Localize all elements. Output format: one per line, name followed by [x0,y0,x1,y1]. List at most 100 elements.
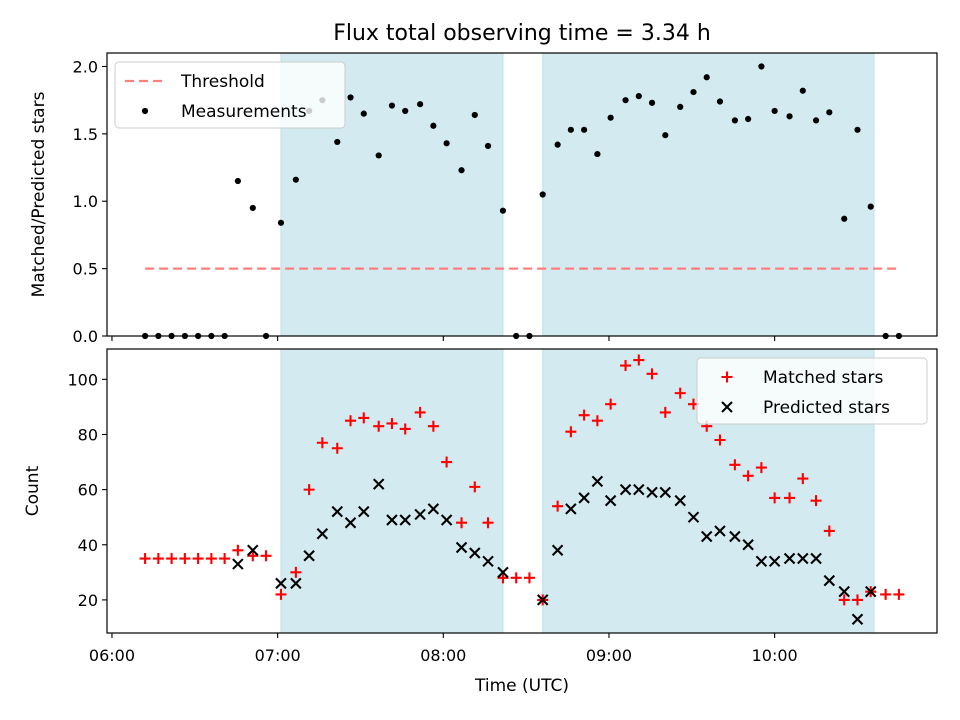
predicted-stars-point [275,577,287,590]
measurement-point [375,152,382,159]
predicted-stars-point [604,494,617,507]
matched-stars-point [358,412,370,424]
x-tick-label: 07:00 [255,646,301,665]
measurement-point [594,150,601,158]
axes-frame [106,52,938,337]
predicted-stars-point [838,585,850,598]
measurement-point [471,111,478,119]
predicted-stars-point [687,511,700,523]
predicted-stars-point [372,478,385,490]
measurement-point [458,167,465,174]
predicted-stars-point [565,503,577,515]
matched-stars-point [316,437,328,449]
y-tick-label: 80 [78,425,98,444]
predicted-stars-point [482,555,494,568]
matched-stars-point [232,544,244,556]
measurement-point [484,142,492,150]
measurement-point [292,176,299,183]
measurement-point [690,88,697,96]
y-tick-label: 0.5 [73,260,98,279]
legend-box [696,357,928,425]
matched-stars-point [605,398,617,410]
matched-stars-point [345,415,357,427]
measurement-point [854,126,861,133]
measurement-point [841,215,848,222]
matched-stars-point [260,550,272,562]
predicted-stars-point [455,541,468,554]
predicted-stars-point [331,505,344,518]
matched-stars-point [552,500,564,512]
measurement-point [786,113,793,120]
predicted-stars-point [536,594,549,606]
observing-window [542,52,875,337]
matched-stars-point [399,423,411,435]
matched-stars-point [510,572,522,584]
measurement-point [635,93,642,100]
measurement-point [277,219,285,226]
measurement-point [745,115,752,123]
matched-stars-point [139,553,151,565]
measurement-point [826,109,833,116]
predicted-stars-point [851,613,864,625]
x-tick-label: 08:00 [420,646,466,665]
matched-stars-point [152,553,164,565]
measurement-point [234,177,241,185]
measurement-point [799,87,806,94]
measurement-point [499,207,507,214]
legend-label: Matched stars [763,368,883,388]
y-tick-label: 1.5 [73,125,98,144]
predicted-stars-point [823,574,836,587]
x-axis-label: Time (UTC) [474,676,569,696]
measurement-point [867,203,874,210]
measurement-point [567,126,574,133]
y-axis-label: Matched/Predicted stars [29,91,49,297]
predicted-stars-point [440,514,453,526]
legend-label: Threshold [180,72,265,92]
measurement-point [443,140,450,147]
measurement-point [334,138,341,146]
matched-stars-point [620,360,632,372]
matched-stars-point [742,470,754,482]
predicted-stars-point [633,483,645,496]
matched-stars-point [219,553,231,565]
matched-stars-point [714,434,726,446]
measurement-point [388,102,396,109]
y-tick-label: 20 [78,591,98,610]
measurement-point [731,117,738,124]
x-tick-label: 06:00 [89,646,135,665]
predicted-stars-point [414,508,426,521]
predicted-stars-point [646,486,658,499]
predicted-stars-point [469,547,481,559]
predicted-stars-point [303,550,315,562]
matched-stars-point [578,409,590,421]
y-tick-label: 100 [67,370,98,389]
legend-label: Predicted stars [763,398,890,418]
matched-stars-point [441,456,453,468]
legend-matched-swatch [721,371,733,383]
measurement-point [581,126,588,133]
matched-stars-point [659,406,671,418]
matched-stars-point [205,553,217,565]
measurement-point [716,98,724,105]
matched-stars-point [565,426,577,438]
predicted-stars-point [551,544,564,557]
legend-measurement-swatch [141,107,149,115]
legend-box [114,61,346,129]
legend-label: Measurements [181,102,307,122]
matched-stars-point [851,594,863,606]
matched-stars-point [497,572,509,584]
measurement-point [360,110,367,117]
matched-stars-point [646,368,658,380]
measurement-point [677,103,684,111]
matched-stars-point [247,550,259,562]
predicted-stars-point [290,577,302,590]
predicted-stars-point [316,527,329,540]
matched-stars-point [469,481,481,493]
bottom-panel-counts: 20 40 60 80 100 06:00 07:00 08:00 09:00 10:00 Coun… [23,348,938,665]
predicted-stars-point [386,514,398,526]
chart-title: Flux total observing time = 3.34 h [333,21,711,46]
y-tick-label: 2.0 [73,57,98,76]
predicted-stars-point [247,544,259,557]
predicted-stars-point [358,505,370,518]
